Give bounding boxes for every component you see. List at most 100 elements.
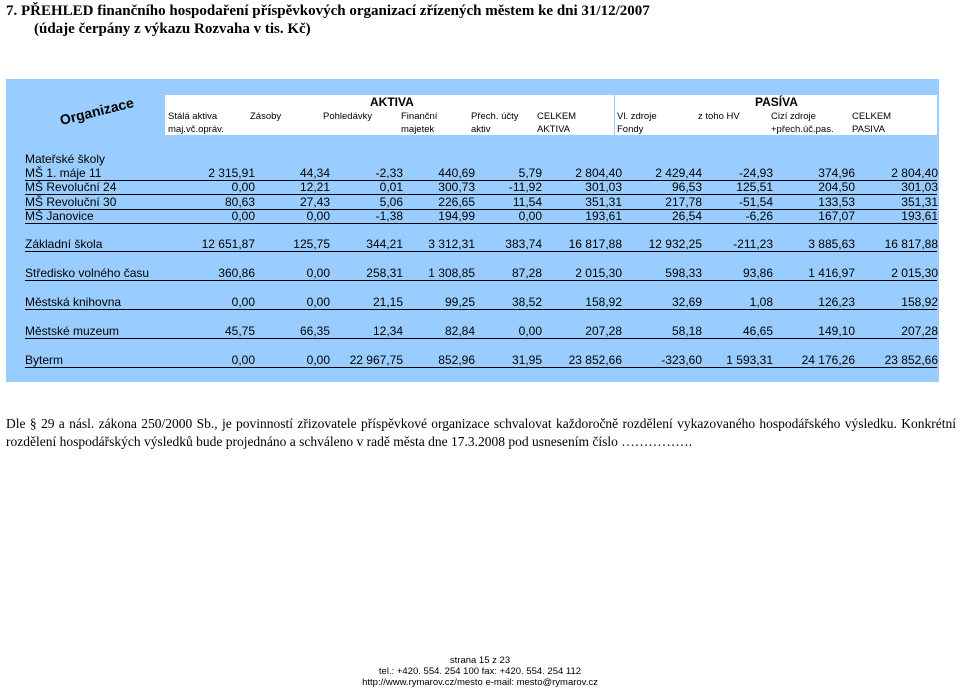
row-label: Byterm (25, 353, 64, 367)
table-cell: 58,18 (671, 324, 702, 338)
column-subheader: aktiv (471, 124, 491, 135)
contact-web-email: http://www.rymarov.cz/mesto e-mail: mest… (362, 677, 598, 688)
table-cell: 99,25 (444, 295, 475, 309)
table-cell: 5,06 (379, 195, 403, 209)
table-cell: 2 315,91 (208, 166, 255, 180)
table-cell: 0,00 (518, 324, 542, 338)
table-cell: 0,00 (306, 209, 330, 223)
table-cell: 0,00 (231, 353, 255, 367)
table-cell: 301,03 (901, 180, 938, 194)
table-cell: 82,84 (444, 324, 475, 338)
table-cell: 5,79 (518, 166, 542, 180)
table-cell: 374,96 (818, 166, 855, 180)
table-cell: 87,28 (511, 266, 542, 280)
table-row: Městská knihovna 0,00 0,00 21,15 99,25 38,52 1… (25, 295, 938, 310)
table-cell: -211,23 (733, 237, 773, 251)
contact-phone-fax: tel.: +420. 554. 254 100 fax: +420. 554.… (378, 666, 582, 677)
table-cell: 24 176,26 (801, 353, 855, 367)
table-row: MŠ 1. máje 11 2 315,91 44,34 -2,33 440,69 5,7… (25, 166, 938, 181)
table-cell: 194,99 (438, 209, 475, 223)
table-cell: 0,00 (306, 266, 330, 280)
table-cell: 26,54 (671, 209, 702, 223)
table-cell: 12,21 (299, 180, 330, 194)
table-cell: -6,26 (745, 209, 773, 223)
column-header: Přech. účty (471, 111, 519, 122)
table-cell: 0,00 (231, 209, 255, 223)
table-cell: 96,53 (671, 180, 702, 194)
table-cell: 0,00 (306, 353, 330, 367)
table-cell: -323,60 (661, 353, 702, 367)
column-subheader: maj.vč.opráv. (168, 124, 224, 135)
table-row: Městské muzeum 45,75 66,35 12,34 82,84 0,00 20… (25, 324, 938, 339)
table-cell: 2 015,30 (575, 266, 622, 280)
table-cell: -2,33 (375, 166, 403, 180)
table-cell: 80,63 (224, 195, 255, 209)
table-cell: -51,54 (738, 195, 773, 209)
table-cell: 0,00 (306, 295, 330, 309)
table-row: MŠ Revoluční 30 80,63 27,43 5,06 226,65 11,54… (25, 195, 938, 210)
group-aktiva: AKTIVA (370, 95, 414, 109)
row-label: Středisko volného času (25, 266, 150, 280)
column-subheader: Fondy (617, 124, 644, 135)
table-cell: 66,35 (299, 324, 330, 338)
column-header: Pohledávky (323, 111, 373, 122)
table-cell: 46,65 (742, 324, 773, 338)
table-cell: 125,51 (736, 180, 773, 194)
table-cell: 133,53 (818, 195, 855, 209)
table-cell: 32,69 (671, 295, 702, 309)
page-number: strana 15 z 23 (449, 655, 511, 666)
column-header: z toho HV (698, 111, 740, 122)
table-cell: 204,50 (818, 180, 855, 194)
column-subheader: PASIVA (852, 124, 885, 135)
footer-paragraph: Dle § 29 a násl. zákona 250/2000 Sb., je… (6, 416, 956, 449)
footer-note: Dle § 29 a násl. zákona 250/2000 Sb., je… (6, 415, 956, 451)
table-cell: 158,92 (585, 295, 622, 309)
title-line-1: 7. PŘEHLED finančního hospodaření příspě… (6, 3, 650, 19)
table-cell: 301,03 (585, 180, 622, 194)
table-cell: 1 593,31 (726, 353, 773, 367)
table-cell: 258,31 (366, 266, 403, 280)
table-cell: 3 312,31 (428, 237, 475, 251)
table-cell: 351,31 (901, 195, 938, 209)
table-cell: 31,95 (511, 353, 542, 367)
column-header: Stálá aktiva (168, 111, 218, 122)
table-cell: 226,65 (438, 195, 475, 209)
table-cell: 11,54 (512, 195, 542, 209)
row-label: MŠ 1. máje 11 (25, 166, 102, 180)
table-cell: 0,01 (379, 180, 403, 194)
column-subheader: +přech.úč.pas. (771, 124, 834, 135)
table-cell: 44,34 (299, 166, 330, 180)
table-cell: 27,43 (299, 195, 330, 209)
column-subheader: majetek (401, 124, 435, 135)
table-cell: 0,00 (518, 209, 542, 223)
table-cell: 440,69 (438, 166, 475, 180)
row-label: Městská knihovna (25, 295, 122, 309)
aktiva-header-box (165, 95, 614, 135)
table-cell: 21,15 (372, 295, 403, 309)
table-cell: 207,28 (585, 324, 622, 338)
table-cell: -11,92 (508, 180, 542, 194)
table-cell: 167,07 (818, 209, 855, 223)
table-cell: 23 852,66 (884, 353, 938, 367)
table-row: Základní škola 12 651,87 125,75 344,21 3 312… (25, 237, 938, 252)
table-row: Byterm 0,00 0,00 22 967,75 852,96 31,95 23 852… (25, 353, 938, 368)
table-cell: 852,96 (438, 353, 475, 367)
column-header: Cizí zdroje (771, 111, 816, 122)
table-cell: 16 817,88 (884, 237, 938, 251)
table-row: Středisko volného času 360,86 0,00 258,31 1 … (25, 266, 938, 281)
table-cell: 16 817,88 (568, 237, 622, 251)
table-cell: 300,73 (438, 180, 475, 194)
column-header: Vl. zdroje (617, 111, 657, 122)
table-row: MŠ Revoluční 24 0,00 12,21 0,01 300,73 -11,92… (25, 180, 938, 195)
row-label: MŠ Janovice (25, 209, 94, 223)
table-cell: 2 429,44 (655, 166, 702, 180)
column-header: Zásoby (250, 111, 282, 122)
table-row: MŠ Janovice 0,00 0,00 -1,38 194,99 0,00 193,61… (25, 209, 938, 224)
column-header: CELKEM (852, 111, 892, 122)
table-cell: 2 015,30 (891, 266, 938, 280)
column-header: CELKEM (537, 111, 577, 122)
table-cell: 158,92 (901, 295, 938, 309)
table-cell: 1 416,97 (808, 266, 855, 280)
table-cell: 598,33 (665, 266, 702, 280)
table-cell: 360,86 (218, 266, 255, 280)
